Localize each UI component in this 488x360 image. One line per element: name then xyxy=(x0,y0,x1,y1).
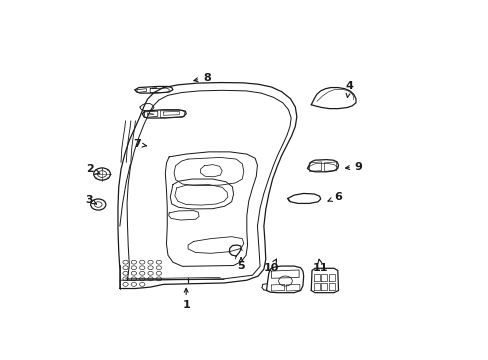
Text: 7: 7 xyxy=(133,139,146,149)
Text: 2: 2 xyxy=(85,164,100,174)
Text: 9: 9 xyxy=(345,162,362,172)
Text: 10: 10 xyxy=(263,259,279,273)
Text: 5: 5 xyxy=(237,258,244,271)
Text: 1: 1 xyxy=(182,288,190,310)
Text: 11: 11 xyxy=(312,259,328,273)
Text: 6: 6 xyxy=(327,192,341,202)
Text: 8: 8 xyxy=(194,73,210,83)
Text: 3: 3 xyxy=(85,195,96,205)
Text: 4: 4 xyxy=(345,81,352,98)
